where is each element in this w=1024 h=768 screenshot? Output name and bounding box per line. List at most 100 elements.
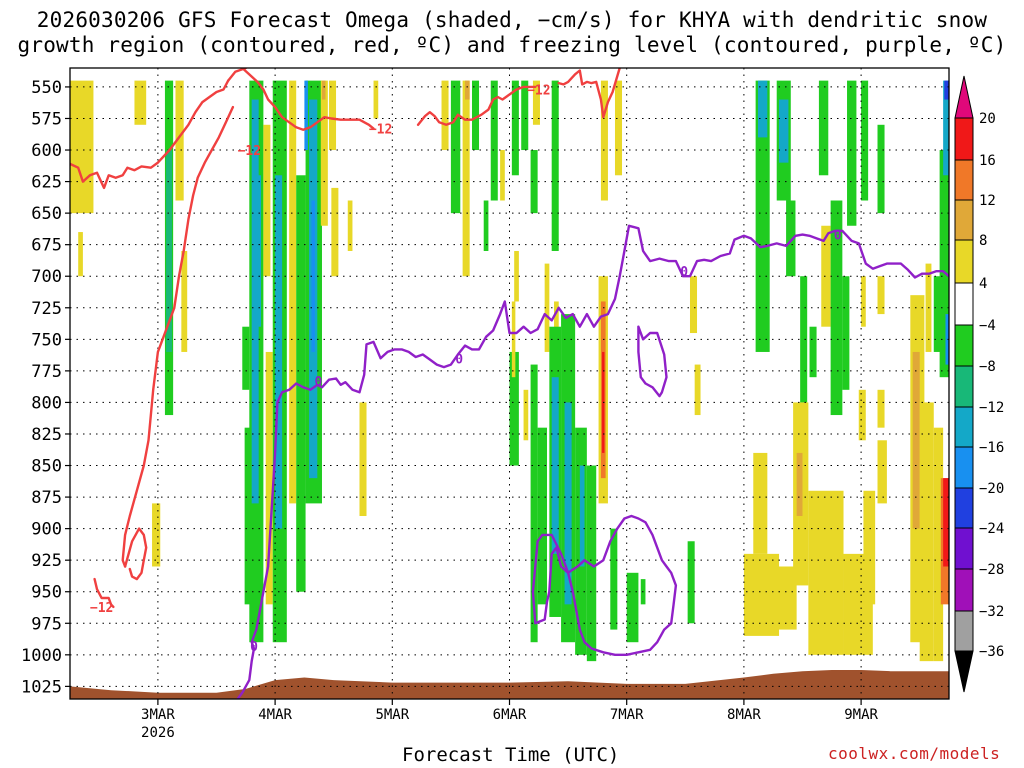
x-axis-title: Forecast Time (UTC) xyxy=(402,744,620,766)
omega-patch xyxy=(511,301,516,378)
omega-patch xyxy=(537,427,548,605)
omega-patch xyxy=(471,80,480,151)
colorbar-label: 16 xyxy=(979,153,996,169)
omega-patch xyxy=(551,80,559,251)
y-tick-label: 575 xyxy=(31,109,62,129)
omega-patch xyxy=(464,80,470,100)
dgz-contour-line xyxy=(70,79,230,190)
omega-patch xyxy=(694,364,701,416)
x-tick-label: 3MAR xyxy=(141,707,175,723)
freezing-level-label: 0 xyxy=(834,229,842,244)
omega-patch xyxy=(359,402,367,517)
x-tick-label: 4MAR xyxy=(258,707,292,723)
omega-patch xyxy=(821,225,831,327)
omega-patch xyxy=(779,99,789,163)
omega-patch xyxy=(78,232,83,277)
omega-patch xyxy=(614,80,623,176)
omega-patch xyxy=(490,80,498,201)
y-tick-label: 725 xyxy=(31,299,62,319)
omega-patch xyxy=(564,402,572,605)
credit-text: coolwx.com/models xyxy=(828,744,1001,763)
omega-patch xyxy=(579,465,585,567)
omega-patch xyxy=(544,263,550,352)
omega-patch xyxy=(289,80,297,504)
omega-patch xyxy=(500,150,505,201)
colorbar-bin xyxy=(954,487,974,529)
omega-patch xyxy=(943,478,949,567)
y-tick-label: 750 xyxy=(31,330,62,350)
omega-patch xyxy=(912,351,920,529)
omega-patch xyxy=(530,150,538,214)
freezing-level-label: 0 xyxy=(250,640,258,655)
freezing-level-line xyxy=(531,514,678,656)
omega-patch xyxy=(809,326,817,378)
colorbar-label: −36 xyxy=(979,644,1004,660)
omega-patch xyxy=(304,80,308,151)
omega-patch xyxy=(939,150,949,378)
omega-patch xyxy=(687,541,695,624)
omega-patch xyxy=(181,250,188,352)
omega-patch xyxy=(933,427,944,662)
terrain-surface xyxy=(70,670,949,699)
omega-patch xyxy=(521,80,529,151)
omega-patch xyxy=(943,80,949,176)
omega-patch xyxy=(263,124,271,277)
omega-patch xyxy=(877,440,887,504)
omega-patch xyxy=(945,314,949,365)
colorbar-bin xyxy=(954,282,974,326)
colorbar-label: −32 xyxy=(979,604,1004,620)
y-tick-label: 600 xyxy=(31,141,62,161)
omega-patch xyxy=(796,452,803,517)
x-tick-year-label: 2026 xyxy=(141,725,175,741)
omega-patch xyxy=(532,80,540,125)
omega-patch xyxy=(944,80,949,100)
omega-patch xyxy=(786,200,796,277)
omega-patch xyxy=(320,80,328,226)
y-tick-label: 900 xyxy=(31,520,62,540)
omega-patch xyxy=(514,250,519,302)
y-tick-label: 975 xyxy=(31,614,62,634)
omega-patch xyxy=(509,351,519,466)
y-tick-label: 675 xyxy=(31,236,62,256)
omega-patch xyxy=(551,377,559,554)
omega-patch xyxy=(861,80,869,201)
y-tick-label: 700 xyxy=(31,267,62,287)
colorbar-label: 8 xyxy=(979,233,987,249)
colorbar-label: −12 xyxy=(979,400,1004,416)
omega-patch xyxy=(814,579,829,643)
dgz-contour-label: −12 xyxy=(90,601,113,616)
colorbar-label: −20 xyxy=(979,481,1004,497)
y-tick-label: 1025 xyxy=(21,677,62,697)
colorbar-bin xyxy=(954,365,974,408)
dgz-contour-line xyxy=(241,68,375,132)
omega-patch xyxy=(933,276,944,352)
omega-patch xyxy=(166,150,172,352)
y-tick-label: 1000 xyxy=(21,646,62,666)
dgz-contour-line xyxy=(93,577,115,609)
omega-patch xyxy=(134,80,147,125)
omega-patch xyxy=(689,276,698,334)
colorbar-bin xyxy=(954,568,974,612)
x-tick-label: 5MAR xyxy=(375,707,409,723)
dgz-contour-line xyxy=(121,105,235,568)
omega-patch xyxy=(331,187,339,277)
y-tick-label: 775 xyxy=(31,362,62,382)
freezing-level-line xyxy=(236,224,949,699)
omega-patch xyxy=(877,276,885,315)
omega-patch xyxy=(296,175,306,592)
colorbar-bin xyxy=(954,527,974,570)
omega-patch xyxy=(753,452,768,554)
x-tick-label: 6MAR xyxy=(493,707,527,723)
omega-patch xyxy=(600,80,608,201)
omega-patch xyxy=(329,80,337,151)
omega-patch xyxy=(530,364,538,643)
x-tick-label: 9MAR xyxy=(844,707,878,723)
omega-patch xyxy=(757,80,768,138)
omega-patch xyxy=(818,80,829,176)
colorbar-bin xyxy=(954,406,974,448)
omega-patch xyxy=(842,276,850,390)
omega-patch xyxy=(863,490,876,605)
omega-patch xyxy=(830,200,843,416)
x-tick-label: 8MAR xyxy=(727,707,761,723)
